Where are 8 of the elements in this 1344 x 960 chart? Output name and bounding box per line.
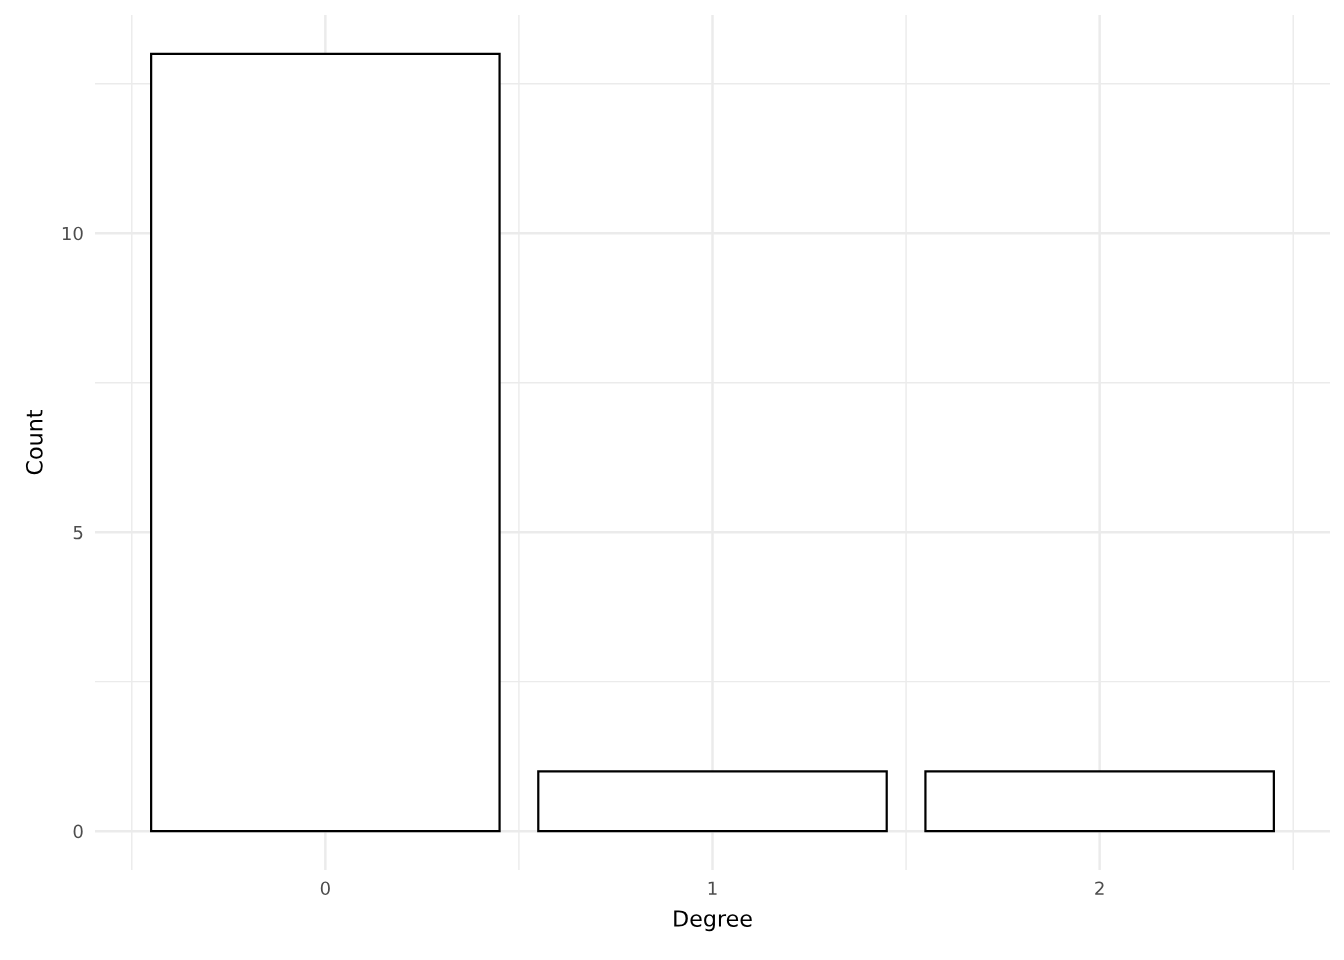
x-axis-title: Degree	[674, 910, 752, 932]
y-tick-label: 10	[62, 226, 83, 241]
x-tick-label: 0	[320, 881, 330, 896]
y-tick-label: 5	[73, 525, 83, 540]
y-tick-label: 0	[73, 824, 83, 839]
y-axis-title: Count	[25, 410, 43, 475]
x-tick-label: 1	[708, 881, 717, 895]
x-tick-label: 2	[1095, 881, 1104, 895]
